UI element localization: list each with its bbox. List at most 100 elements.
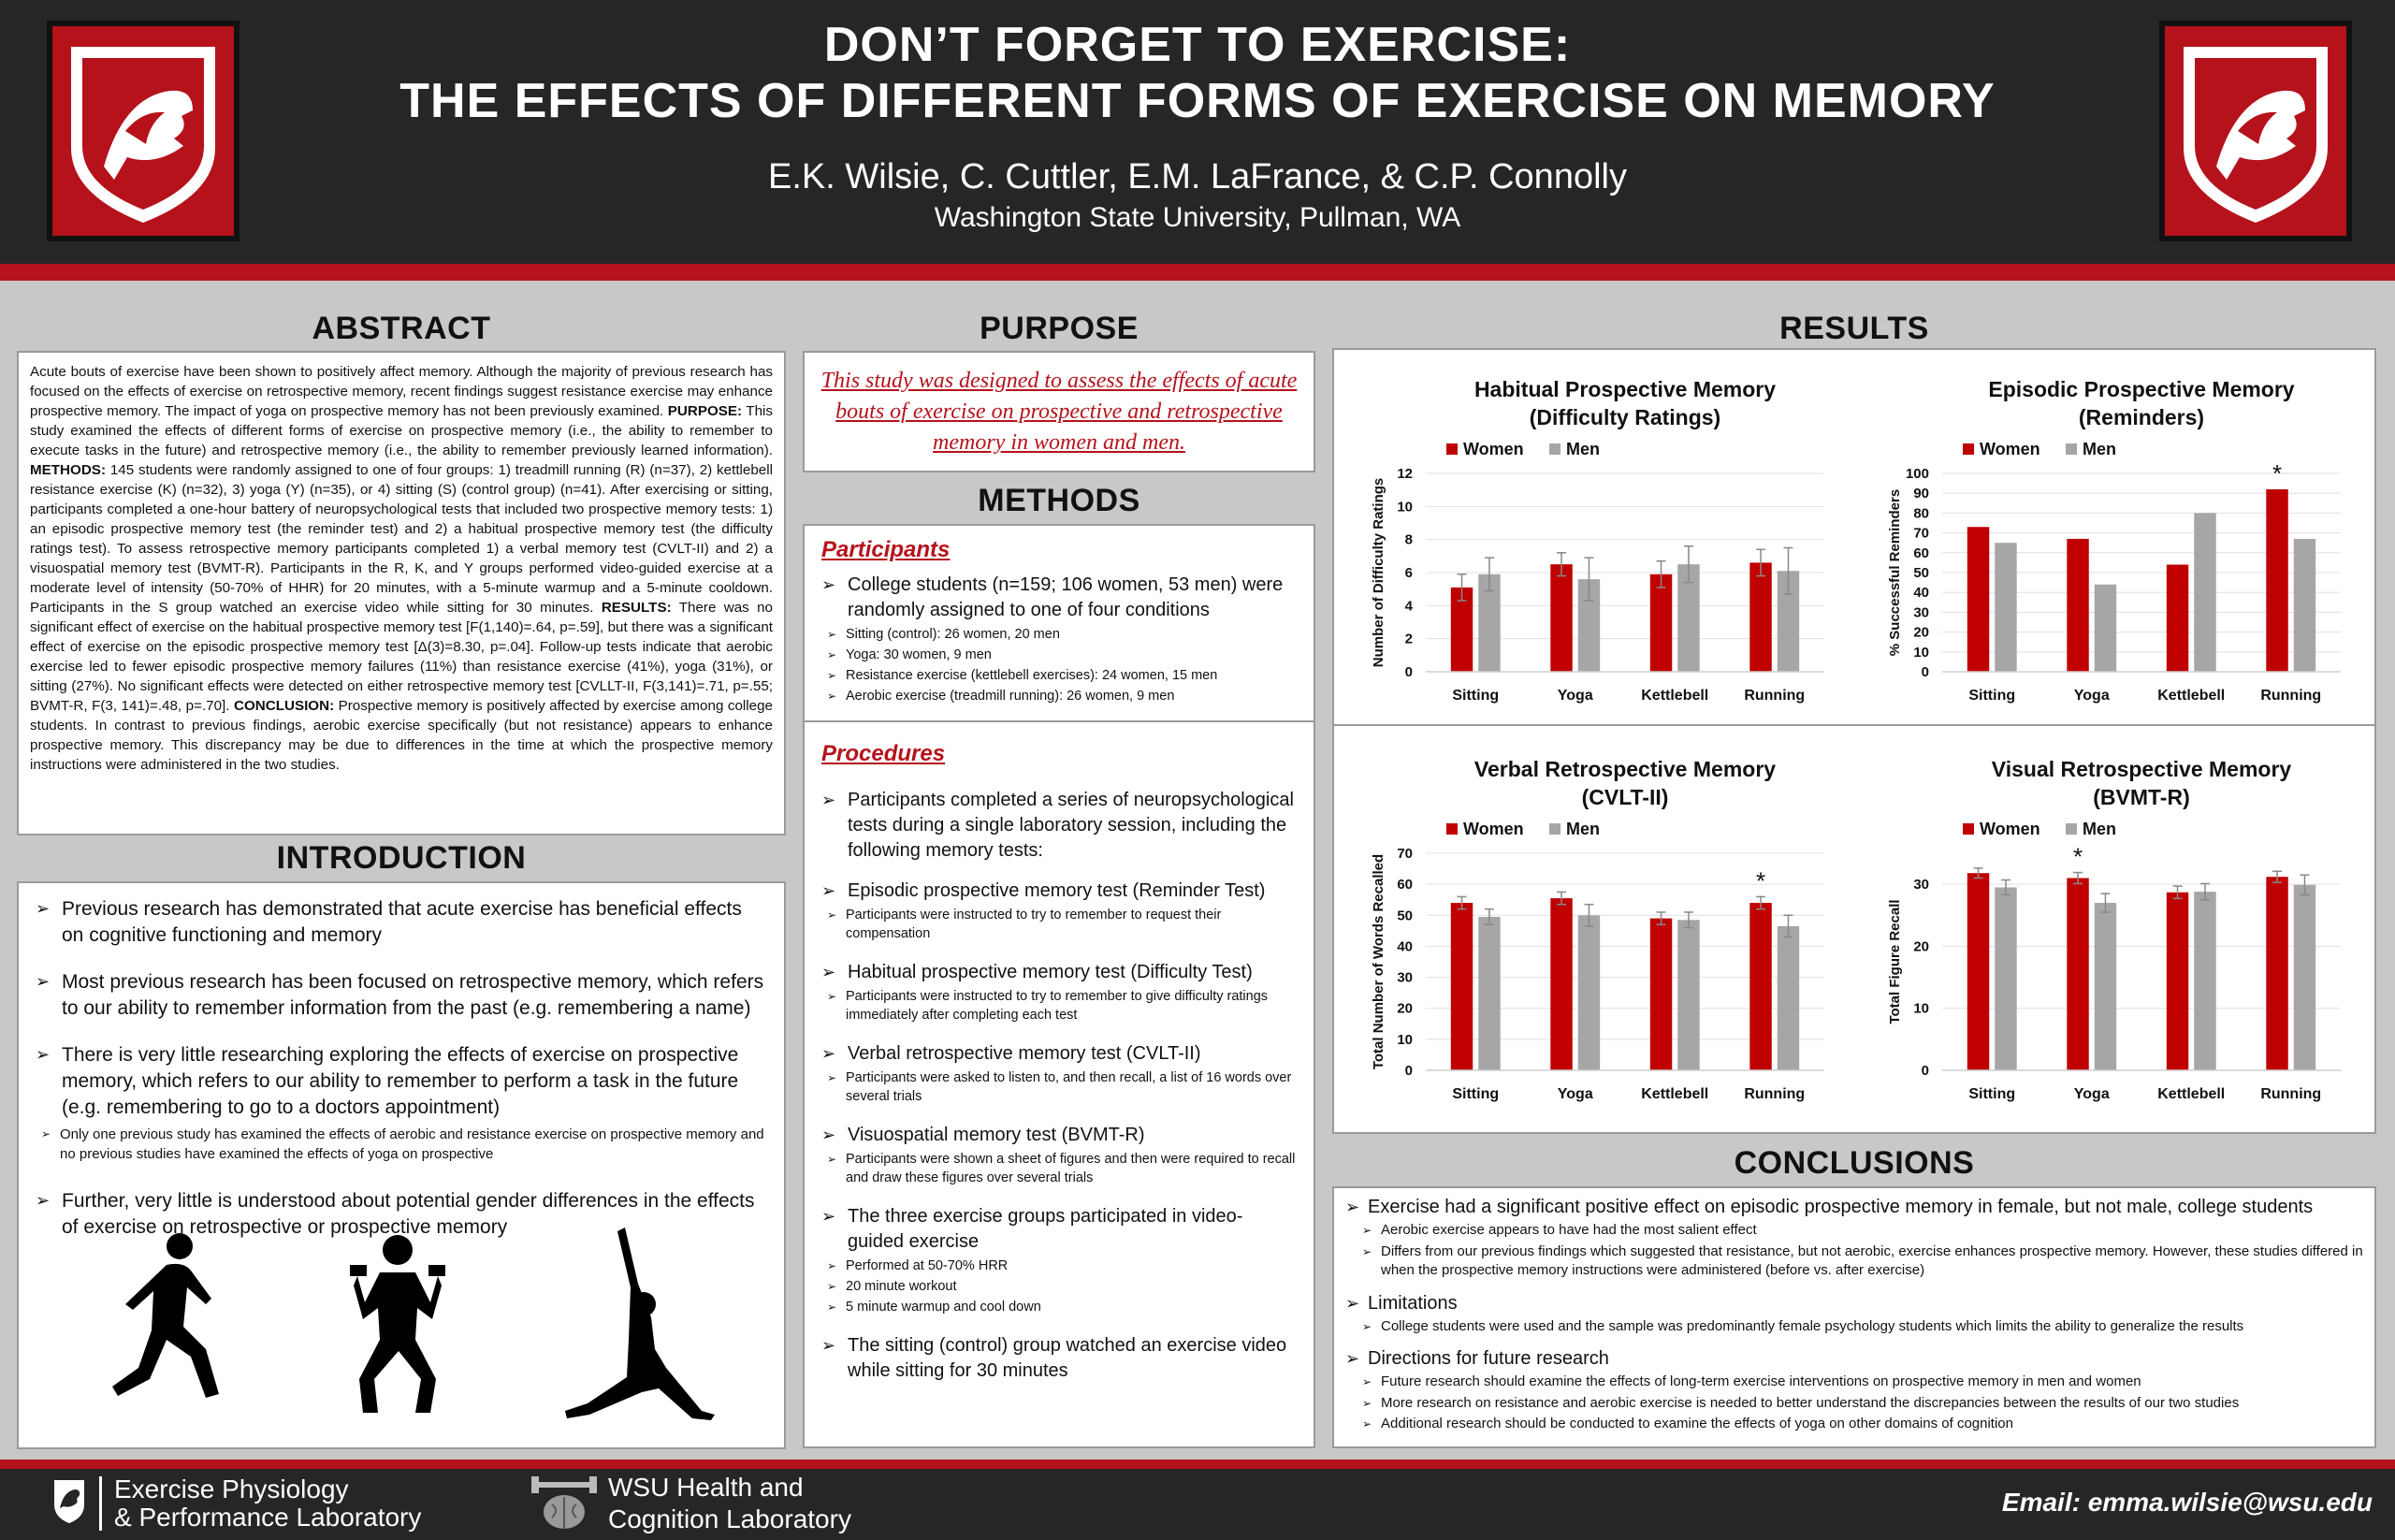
x-tick-label: Running [1744, 688, 1805, 704]
bar-men [2094, 903, 2117, 1070]
contact-email: Email: emma.wilsie@wsu.edu [2001, 1488, 2373, 1517]
legend-swatch [1963, 443, 1974, 455]
bar-women [1450, 903, 1473, 1070]
poster-title-line2: THE EFFECTS OF DIFFERENT FORMS OF EXERCI… [399, 74, 1996, 128]
methods-box: Participants College students (n=159; 10… [803, 524, 1315, 1448]
y-tick-label: 60 [1913, 545, 1929, 561]
lab2-name-line2: Cognition Laboratory [608, 1504, 851, 1533]
methods-sub-bullet: 20 minute workout [821, 1277, 1297, 1296]
yoga-pose-silhouette-icon [565, 1228, 715, 1420]
wsu-shield-icon [71, 47, 215, 223]
results-divider [1332, 724, 2376, 726]
y-tick-label: 0 [1405, 1063, 1413, 1079]
methods-bullet: Verbal retrospective memory test (CVLT-I… [821, 1041, 1297, 1067]
methods-sub-bullet: Performed at 50-70% HRR [821, 1257, 1297, 1275]
legend-label: Men [2083, 440, 2116, 458]
y-tick-label: 60 [1397, 877, 1413, 893]
participants-heading: Participants [821, 537, 951, 562]
abstract-box: Acute bouts of exercise have been shown … [17, 351, 786, 835]
methods-bullet: Habitual prospective memory test (Diffic… [821, 960, 1297, 985]
conclusion-sub-bullet: Additional research should be conducted … [1355, 1415, 2363, 1434]
bar-women [2166, 892, 2189, 1070]
lab1-name-line1: Exercise Physiology [114, 1475, 349, 1504]
significance-marker: * [2272, 459, 2282, 487]
conclusion-sub-bullet: More research on resistance and aerobic … [1355, 1394, 2363, 1414]
y-tick-label: 20 [1913, 625, 1929, 641]
y-tick-label: 30 [1913, 604, 1929, 620]
legend-swatch [1446, 823, 1458, 835]
methods-sub-bullet: Sitting (control): 26 women, 20 men [821, 625, 1297, 644]
chart-title: (Reminders) [2079, 405, 2204, 429]
bar-men [2094, 584, 2117, 672]
chart-title: Verbal Retrospective Memory [1474, 757, 1776, 781]
chart-verbal-retrospective: Verbal Retrospective Memory (CVLT-II) Wome… [1371, 757, 1824, 1102]
x-tick-label: Sitting [1452, 688, 1499, 704]
significance-marker: * [1756, 866, 1765, 894]
y-tick-label: 90 [1913, 486, 1929, 501]
y-tick-label: 0 [1405, 664, 1413, 680]
methods-sub-bullet: Yoga: 30 women, 9 men [821, 646, 1297, 664]
x-tick-label: Kettlebell [1641, 688, 1708, 704]
bar-women [1749, 903, 1772, 1070]
methods-sub-bullet: Resistance exercise (kettlebell exercise… [821, 666, 1297, 685]
bar-men [1995, 887, 2017, 1070]
legend-swatch [1549, 823, 1560, 835]
procedures-heading: Procedures [821, 741, 946, 766]
y-tick-label: 30 [1913, 877, 1929, 893]
x-tick-label: Running [1744, 1086, 1805, 1102]
legend-label: Women [1980, 820, 2040, 838]
y-tick-label: 40 [1397, 938, 1413, 954]
results-box: Habitual Prospective Memory (Difficulty R… [1332, 348, 2376, 1134]
y-tick-label: 20 [1397, 1001, 1413, 1017]
abstract-text: 145 students were randomly assigned to o… [30, 462, 773, 616]
wsu-logo-right [2159, 21, 2352, 241]
y-axis-label: Number of Difficulty Ratings [1371, 478, 1386, 668]
abstract-text: Acute bouts of exercise have been shown … [30, 364, 773, 419]
legend-swatch [2066, 823, 2077, 835]
significance-marker: * [2073, 843, 2083, 871]
conclusion-bullet: Directions for future research [1345, 1347, 2363, 1371]
brain-dumbbell-icon [531, 1476, 597, 1529]
conclusion-sub-bullet: Aerobic exercise appears to have had the… [1355, 1221, 2363, 1241]
y-tick-label: 20 [1913, 938, 1929, 954]
bar-women [1749, 562, 1772, 672]
legend-label: Women [1463, 820, 1524, 838]
y-tick-label: 100 [1906, 466, 1929, 482]
y-tick-label: 0 [1922, 664, 1929, 680]
legend-swatch [2066, 443, 2077, 455]
chart-title: Episodic Prospective Memory [1988, 377, 2294, 401]
x-tick-label: Sitting [1968, 688, 2015, 704]
conclusion-sub-bullet: College students were used and the sampl… [1355, 1317, 2363, 1337]
chart-title: Visual Retrospective Memory [1992, 757, 2292, 781]
y-tick-label: 70 [1913, 526, 1929, 542]
y-tick-label: 50 [1397, 908, 1413, 923]
bar-men [2293, 538, 2316, 672]
y-axis-label: Total Number of Words Recalled [1371, 854, 1386, 1069]
bar-men [1577, 579, 1601, 672]
bar-men [1478, 916, 1501, 1070]
methods-bullet: College students (n=159; 106 women, 53 m… [821, 573, 1297, 623]
bar-men [1777, 571, 1800, 672]
chart-episodic-prospective: Episodic Prospective Memory (Reminders) Wo… [1887, 377, 2341, 704]
abstract-purpose-label: PURPOSE: [667, 403, 743, 419]
x-tick-label: Sitting [1452, 1086, 1499, 1102]
conclusions-box: Exercise had a significant positive effe… [1332, 1186, 2376, 1448]
methods-sub-bullet: Participants were asked to listen to, an… [821, 1068, 1297, 1106]
x-tick-label: Running [2260, 1086, 2321, 1102]
chart-title: (BVMT-R) [2093, 785, 2189, 809]
purpose-heading: PURPOSE [980, 311, 1139, 346]
legend-label: Women [1463, 440, 1524, 458]
chart-visual-retrospective: Visual Retrospective Memory (BVMT-R) Women… [1887, 757, 2341, 1102]
legend-label: Women [1980, 440, 2040, 458]
legend-swatch [1446, 443, 1458, 455]
methods-bullet: Participants completed a series of neuro… [821, 788, 1297, 864]
x-tick-label: Yoga [2074, 688, 2110, 704]
bar-women [1967, 873, 1990, 1070]
poster-title-line1: DON’T FORGET TO EXERCISE: [823, 18, 1572, 72]
bar-women [2266, 877, 2288, 1070]
y-tick-label: 0 [1922, 1063, 1929, 1079]
y-tick-label: 10 [1913, 645, 1929, 661]
y-tick-label: 70 [1397, 846, 1413, 862]
footer-divider [99, 1476, 102, 1531]
intro-sub-bullet: Only one previous study has examined the… [36, 1125, 767, 1164]
